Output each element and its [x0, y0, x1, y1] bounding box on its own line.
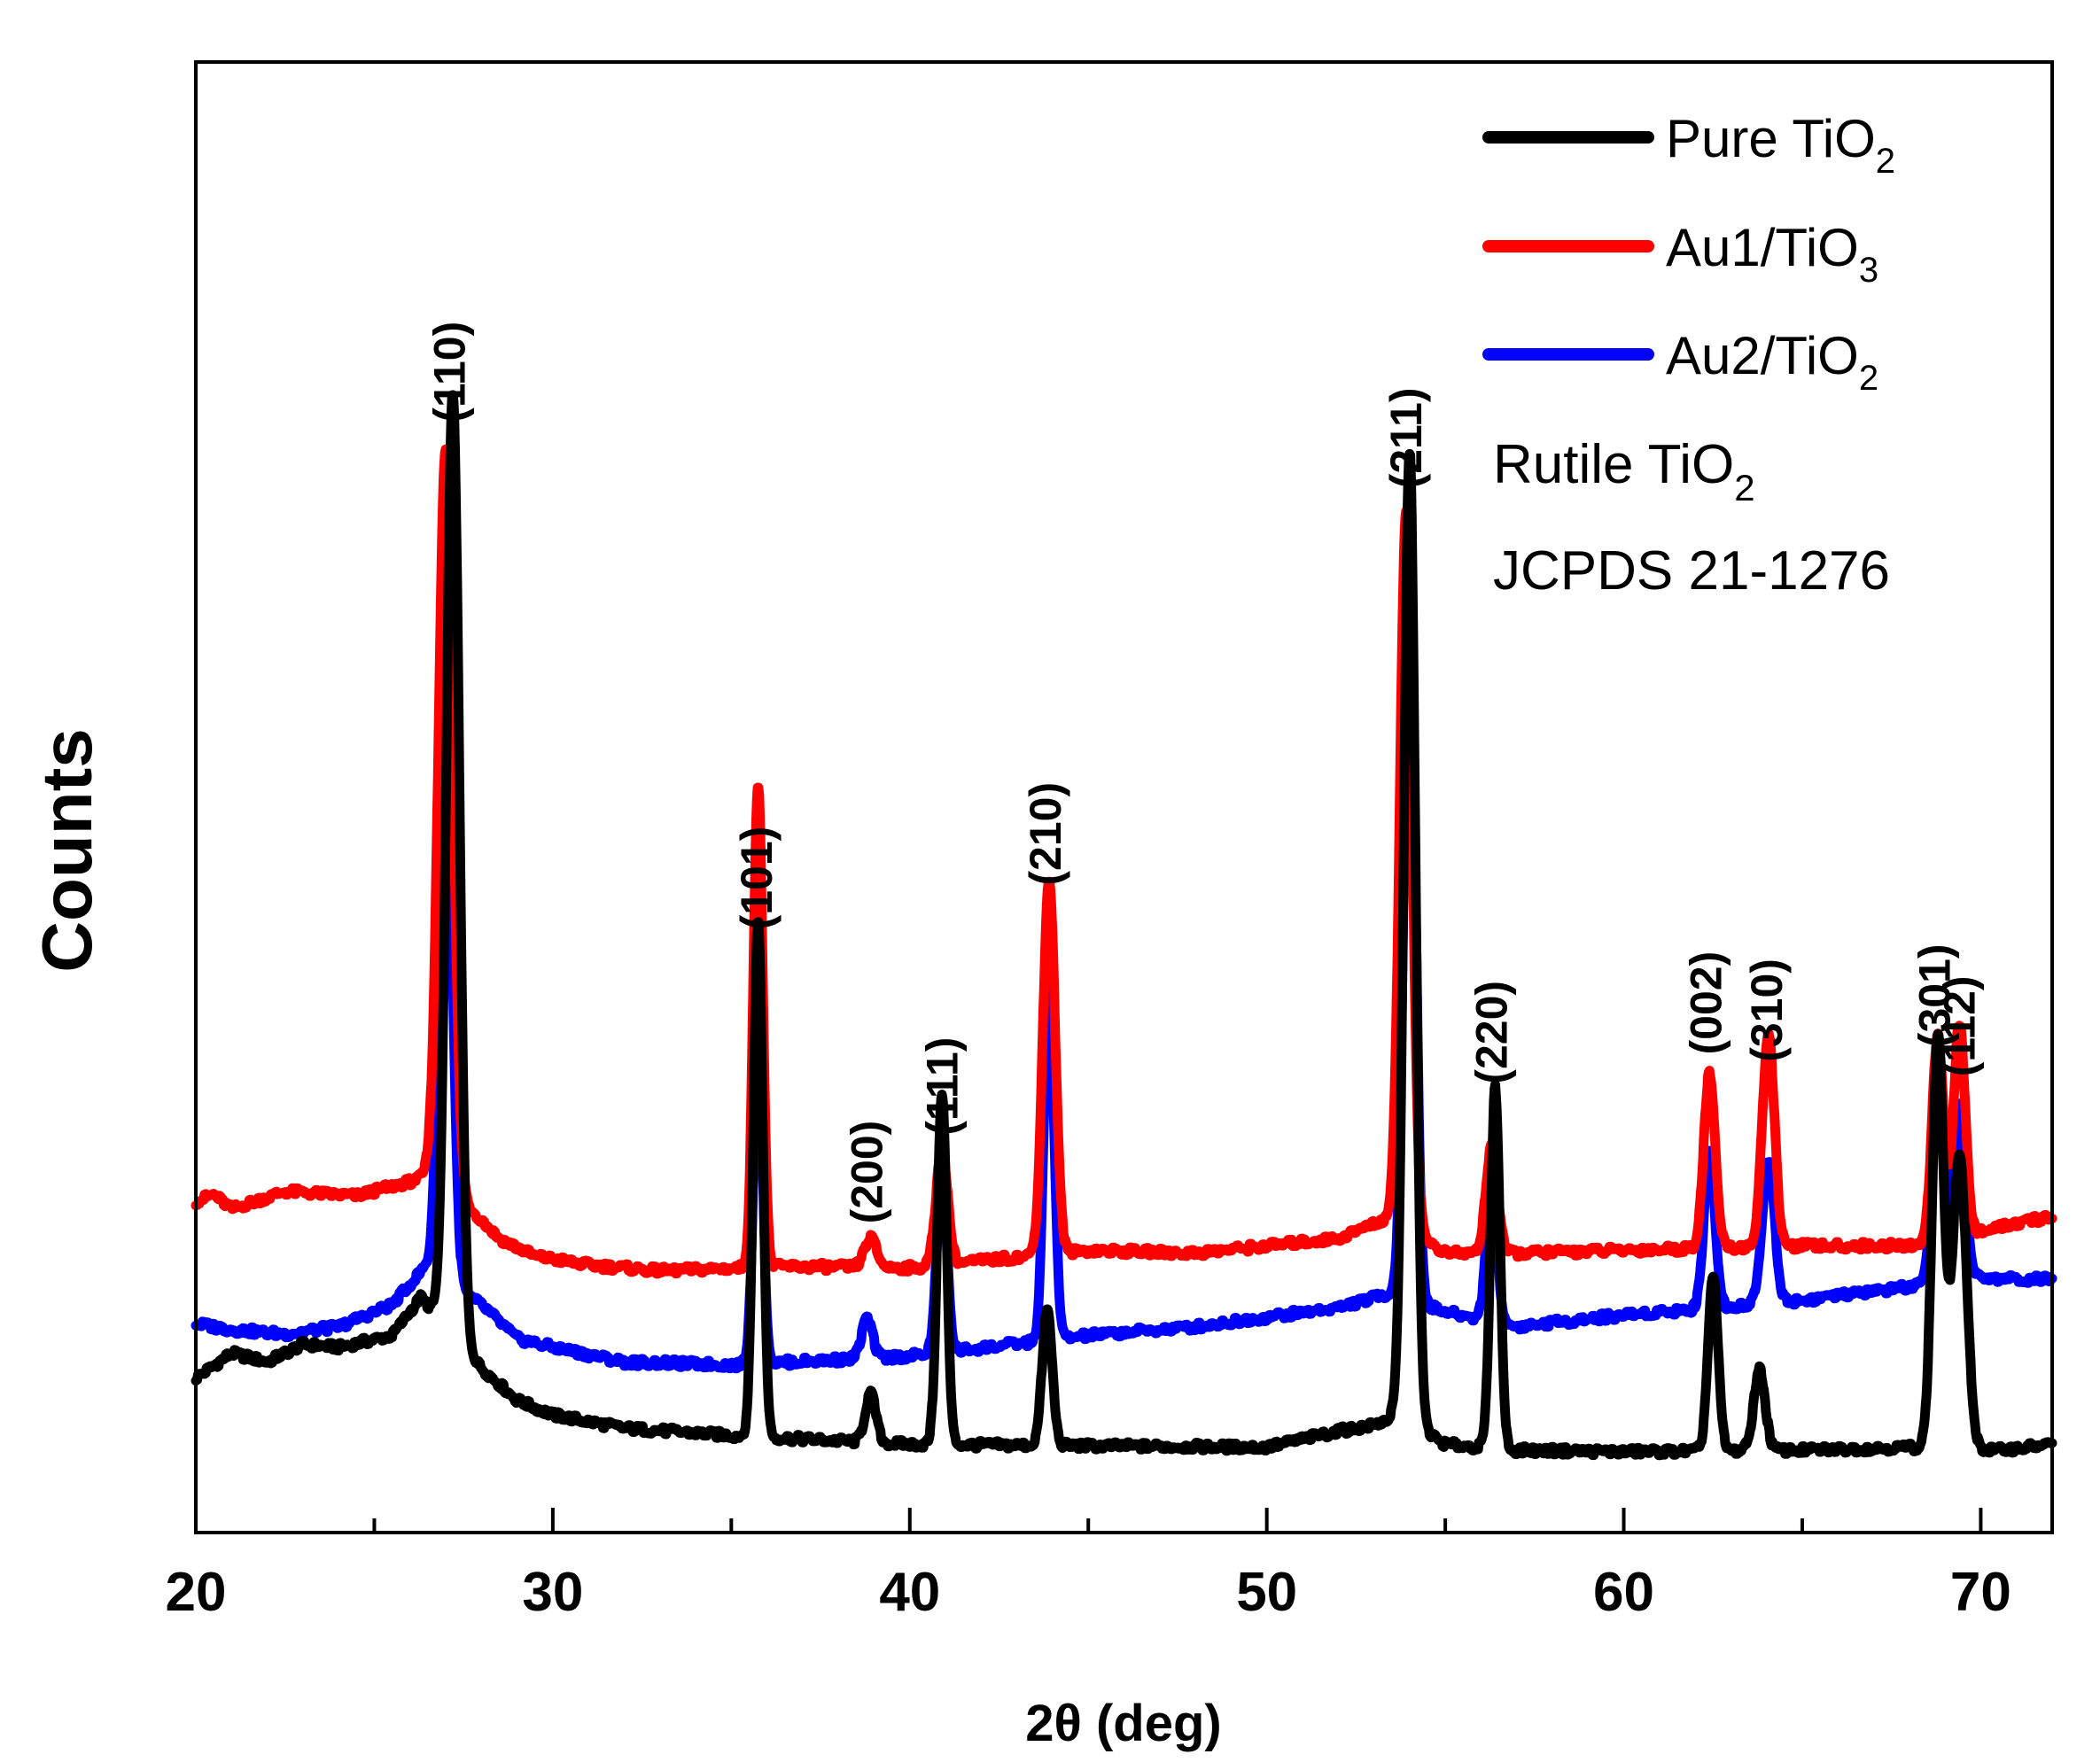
peak-label: (220): [1467, 981, 1517, 1084]
x-tick-label: 40: [879, 1562, 940, 1623]
peak-label: (301): [1909, 943, 1959, 1047]
x-tick-label: 70: [1950, 1562, 2011, 1623]
reference-phase-note: Rutile TiO2: [1493, 434, 1755, 508]
x-tick-label: 30: [522, 1562, 583, 1623]
peak-label: (210): [1021, 782, 1070, 886]
peak-label: (110): [424, 322, 474, 423]
peak-label: (310): [1742, 959, 1792, 1062]
plot-frame: [194, 60, 2054, 1534]
legend: Pure TiO2 Au1/TiO3 Au2/TiO2: [1482, 109, 1895, 398]
legend-label-au1-tio3: Au1/TiO3: [1666, 218, 1878, 290]
series-line-pure-tio2: [191, 390, 2057, 1461]
peak-labels: (110) (101) (200) (111) (210) (211) (220) (002)…: [424, 322, 1984, 1224]
series-line-au2-tio2: [191, 590, 2057, 1374]
x-tick-label: 50: [1236, 1562, 1297, 1623]
series-line-au1-tio3: [191, 444, 2057, 1279]
peak-label: (101): [732, 827, 782, 930]
peak-label: (200): [843, 1121, 892, 1224]
jcpds-card-note: JCPDS 21-1276: [1493, 540, 1890, 602]
x-tick-label: 60: [1593, 1562, 1654, 1623]
x-axis-ticks: 20 30 40 50 60 70: [166, 1508, 2011, 1623]
y-axis-title: Counts: [27, 728, 106, 973]
peak-label: (002): [1681, 951, 1731, 1055]
peak-label: (211): [1381, 387, 1431, 488]
peak-label: (112): [1935, 975, 1985, 1076]
legend-label-pure-tio2: Pure TiO2: [1666, 109, 1895, 181]
x-axis-title: 2θ (deg): [1025, 1695, 1221, 1752]
x-tick-label: 20: [166, 1562, 227, 1623]
series-lines: [191, 390, 2057, 1461]
legend-label-au2-tio2: Au2/TiO2: [1666, 326, 1878, 398]
peak-label: (111): [917, 1037, 967, 1136]
